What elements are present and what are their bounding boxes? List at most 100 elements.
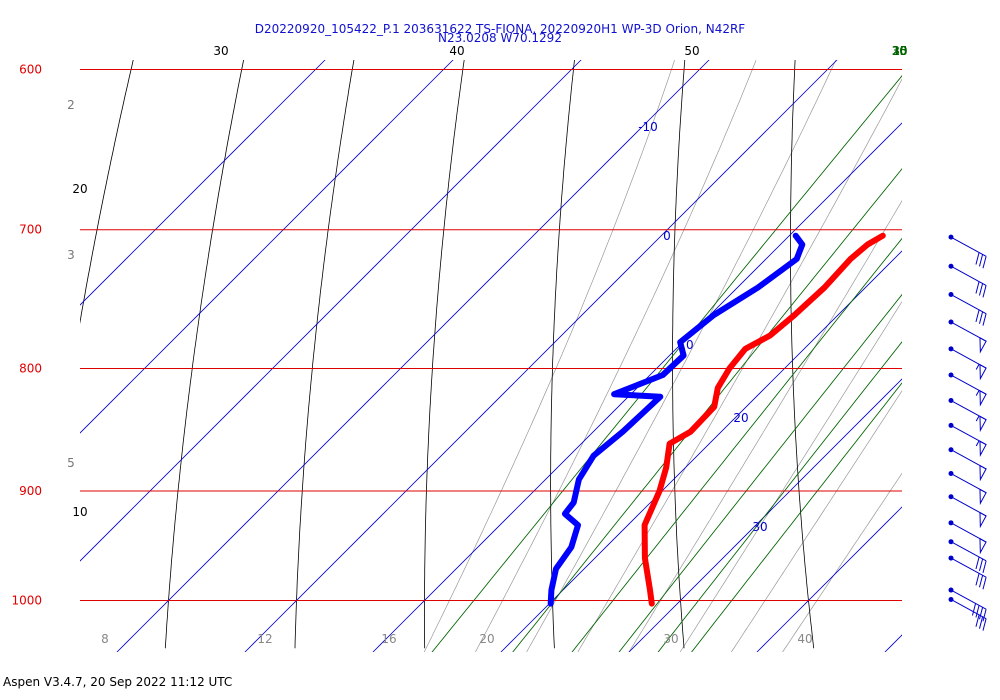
wind-barb-staff [950,557,987,578]
wind-barb-full [975,281,980,294]
wind-barb [948,587,987,622]
wind-barb [948,234,987,269]
wind-barb [948,596,987,631]
wind-barb-dot [948,596,954,602]
isotherm-label: 20 [733,411,748,425]
footer-version: Aspen V3.4.7, 20 Sep 2022 11:12 UTC [3,675,233,689]
dry-adiabat-line [790,60,815,649]
dry-adiabat-line [80,60,134,325]
wind-barb-dot [948,587,954,593]
wind-barb-full [975,556,980,570]
moist-adiabat-line [577,78,902,652]
dry-adiabat-line [294,60,355,649]
wind-barb [948,398,987,433]
mixing-ratio-lines [431,75,902,652]
chart-subtitle-location: N23.0208 W70.1292 [438,31,562,45]
wind-barb-pennant [979,440,987,458]
wind-barb-half [975,390,980,396]
wind-barb-dot [948,263,954,269]
dry-adiabats [80,60,815,649]
moist-adiabats [423,60,902,652]
isotherm-label: 10 [678,338,693,352]
wind-barb-dot [948,398,954,404]
wind-barb-dot [948,494,954,500]
mixing-ratio-line [431,75,902,652]
wind-barb-dot [948,447,954,453]
wind-barb-dot [948,422,954,428]
mixing-ratio-label: 10 [892,44,907,58]
isotherm-line [372,122,902,652]
dry-adiabat-label: 30 [213,44,228,58]
mixing-ratio-line [571,237,902,652]
dry-adiabat-line [424,60,465,649]
moist-adiabat-line [475,60,757,652]
wind-barb-half [975,363,980,370]
wind-barb-full [975,573,980,586]
wind-barb-dot [948,346,954,352]
wind-barb-full [978,311,984,324]
isotherm-line [628,378,902,652]
wind-barb-full [982,285,987,298]
temperature-profile [641,232,886,607]
wind-barb-full [975,605,980,618]
wind-barb-full [975,252,980,265]
moist-adiabat-label: 2 [67,98,75,112]
bottom-axis-label: 16 [381,632,396,646]
isotherms [80,60,902,652]
isotherm-line [80,60,582,562]
wind-barb-pennant [979,537,987,555]
wind-barb-full [978,607,984,620]
mixing-ratio-label: 35 [892,44,907,58]
pressure-label: 600 [19,63,42,77]
mixing-ratio-line [618,293,902,652]
wind-barb-staff [950,599,987,620]
sounding-profiles [547,232,886,607]
wind-barbs [948,234,987,631]
wind-barb [948,539,987,573]
wind-barb-full [978,558,984,572]
dry-adiabat-label: 20 [72,182,87,196]
wind-barb-dot [948,471,954,477]
bottom-axis-label: 20 [479,632,494,646]
mixing-ratio-label: 30 [892,44,907,58]
dry-adiabat-line [164,60,245,649]
wind-barb [948,292,987,326]
wind-barb-pennant [979,488,987,506]
bottom-axis-label: 12 [257,632,272,646]
pressure-label: 1000 [11,594,42,608]
wind-barb-staff [950,541,987,562]
dry-adiabat-label: 50 [684,44,699,58]
isotherm-line [80,60,326,306]
isotherm-label: 30 [752,520,767,534]
isotherm-label: -10 [638,120,658,134]
bottom-axis-label: 8 [101,632,109,646]
wind-barb-pennant [979,363,987,381]
isotherm-line [80,60,454,434]
dry-adiabat-line [550,60,575,649]
wind-barb [948,520,987,555]
wind-barb [948,447,987,482]
wind-barb-staff [950,236,987,257]
wind-barb-staff [950,265,987,286]
wind-barb-staff [950,589,987,610]
wind-barb-full [978,616,984,629]
moist-adiabat-line [526,60,836,652]
pressure-label: 800 [19,362,42,376]
moist-adiabat-label: 5 [67,456,75,470]
wind-barb [948,494,987,529]
dewpoint-profile [547,232,806,607]
wind-barb-half [975,415,980,422]
pressure-label: 900 [19,484,42,498]
wind-barb [948,263,987,298]
bottom-axis-label: 40 [797,632,812,646]
moist-adiabat-line [423,60,675,652]
wind-barb-full [982,618,987,631]
wind-barb [948,555,987,590]
chart-title: D20220920_105422_P.1 203631622 TS-FIONA,… [254,22,746,36]
axis-labels: 6007008009001000101520253035-10010203030… [11,44,907,646]
wind-barb [948,346,987,381]
wind-barb-pennant [979,415,987,433]
wind-barb-half [975,440,980,447]
wind-barb [948,422,987,458]
wind-barb-dot [948,555,954,561]
